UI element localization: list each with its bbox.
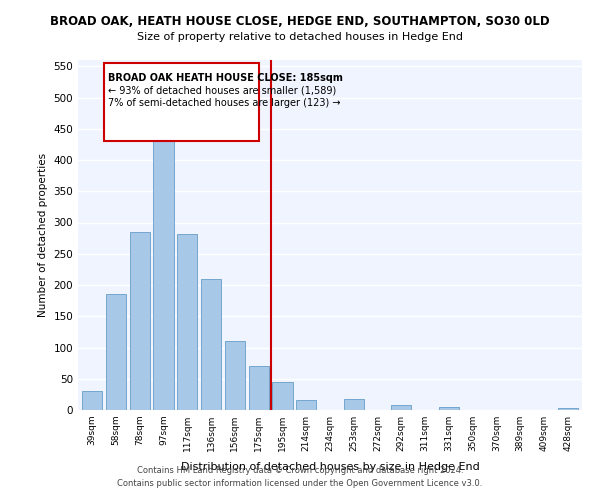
Y-axis label: Number of detached properties: Number of detached properties bbox=[38, 153, 48, 317]
Text: 7% of semi-detached houses are larger (123) →: 7% of semi-detached houses are larger (1… bbox=[108, 98, 340, 108]
Text: BROAD OAK, HEATH HOUSE CLOSE, HEDGE END, SOUTHAMPTON, SO30 0LD: BROAD OAK, HEATH HOUSE CLOSE, HEDGE END,… bbox=[50, 15, 550, 28]
Bar bbox=[296, 400, 316, 410]
Bar bbox=[272, 382, 293, 410]
Text: BROAD OAK HEATH HOUSE CLOSE: 185sqm: BROAD OAK HEATH HOUSE CLOSE: 185sqm bbox=[108, 72, 343, 83]
X-axis label: Distribution of detached houses by size in Hedge End: Distribution of detached houses by size … bbox=[181, 462, 479, 472]
FancyBboxPatch shape bbox=[104, 63, 259, 142]
Bar bbox=[201, 279, 221, 410]
Bar bbox=[106, 294, 126, 410]
Bar bbox=[344, 399, 364, 410]
Text: Contains HM Land Registry data © Crown copyright and database right 2024.
Contai: Contains HM Land Registry data © Crown c… bbox=[118, 466, 482, 487]
Text: Size of property relative to detached houses in Hedge End: Size of property relative to detached ho… bbox=[137, 32, 463, 42]
Bar bbox=[439, 407, 459, 410]
Bar bbox=[82, 391, 103, 410]
Bar bbox=[248, 366, 269, 410]
Bar bbox=[557, 408, 578, 410]
Bar bbox=[154, 129, 173, 410]
Bar bbox=[391, 405, 412, 410]
Bar bbox=[225, 341, 245, 410]
Bar bbox=[130, 232, 150, 410]
Text: ← 93% of detached houses are smaller (1,589): ← 93% of detached houses are smaller (1,… bbox=[108, 85, 336, 95]
Bar bbox=[177, 234, 197, 410]
